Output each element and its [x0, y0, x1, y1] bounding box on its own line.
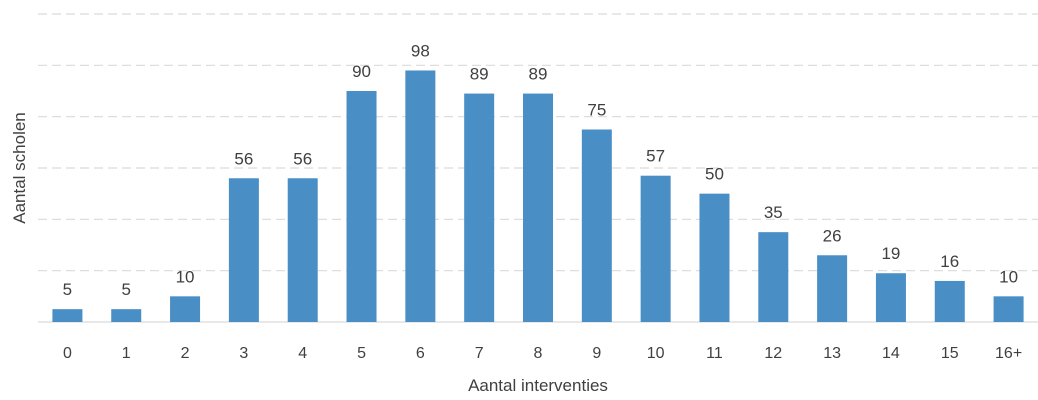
data-label: 89	[529, 65, 548, 84]
data-label: 56	[234, 149, 253, 168]
x-tick-label: 12	[764, 345, 782, 362]
x-tick-label: 14	[882, 345, 900, 362]
data-label: 98	[411, 41, 430, 60]
data-label: 90	[352, 62, 371, 81]
bar-5	[346, 91, 377, 322]
bar-12	[758, 232, 789, 322]
data-label: 19	[881, 244, 900, 263]
x-tick-label: 9	[592, 345, 601, 362]
data-label: 56	[293, 149, 312, 168]
x-tick-label: 8	[534, 345, 543, 362]
x-tick-labels: 0 1 2 3 4 5 6 7 8 9 10 11 12 13 14 15 16+	[63, 345, 1022, 362]
bar-6	[405, 70, 436, 322]
bar-2	[170, 296, 201, 322]
data-label: 75	[587, 101, 606, 120]
bar-7	[464, 93, 495, 322]
bar-16+	[993, 296, 1024, 322]
data-label: 35	[764, 203, 783, 222]
x-tick-label: 15	[941, 345, 959, 362]
bar-8	[523, 93, 553, 322]
data-label: 50	[705, 165, 724, 184]
bar-1	[111, 309, 142, 322]
x-tick-label: 4	[298, 345, 307, 362]
x-axis-title: Aantal interventies	[468, 376, 608, 395]
data-label: 10	[999, 267, 1018, 286]
bar-10	[640, 175, 671, 322]
bar-11	[699, 193, 730, 322]
x-tick-label: 2	[181, 345, 190, 362]
x-tick-label: 6	[416, 345, 425, 362]
x-tick-label: 0	[63, 345, 72, 362]
data-labels: 5 5 10 56 56 90 98 89 89 75 57 50 35 26 19 16 10	[63, 41, 1018, 299]
data-label: 16	[940, 252, 959, 271]
x-tick-label: 1	[122, 345, 131, 362]
x-tick-label: 3	[239, 345, 248, 362]
x-tick-label: 10	[647, 345, 665, 362]
bar-14	[875, 273, 906, 322]
bar-3	[228, 178, 259, 322]
x-tick-label: 7	[475, 345, 484, 362]
bar-4	[287, 178, 318, 322]
x-tick-label: 11	[706, 345, 723, 362]
bars	[52, 70, 1024, 322]
bar-15	[934, 280, 965, 322]
x-tick-label: 5	[357, 345, 366, 362]
data-label: 57	[646, 147, 665, 166]
data-label: 5	[63, 280, 72, 299]
data-label: 26	[823, 226, 842, 245]
bar-13	[817, 255, 848, 322]
bar-0	[52, 309, 83, 322]
y-axis-title: Aantal scholen	[10, 112, 29, 224]
gridlines	[38, 13, 1038, 272]
x-tick-label: 16+	[995, 345, 1022, 362]
bar-9	[581, 129, 612, 322]
data-label: 10	[176, 267, 195, 286]
x-tick-label: 13	[823, 345, 841, 362]
data-label: 89	[470, 65, 489, 84]
data-label: 5	[122, 280, 131, 299]
